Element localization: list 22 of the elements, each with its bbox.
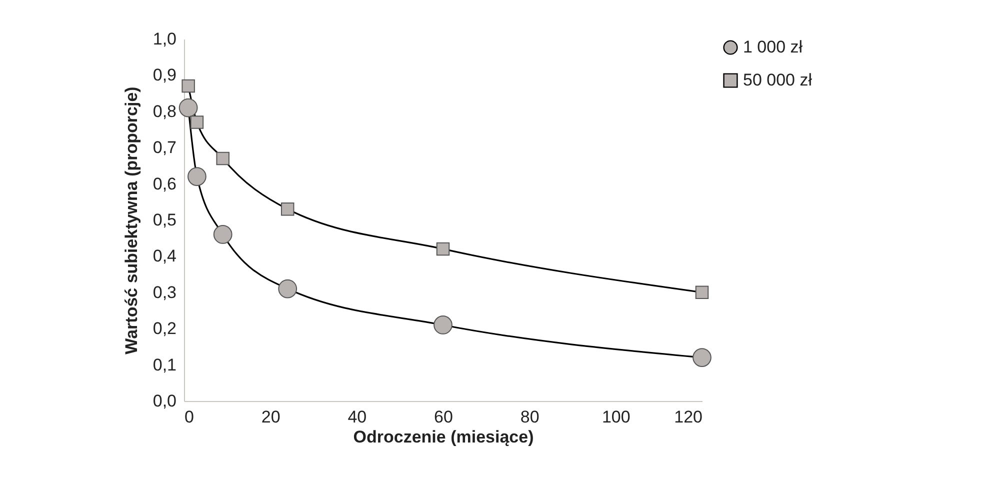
y-tick-label: 0,1 (152, 355, 176, 374)
x-tick-label: 60 (434, 408, 453, 426)
x-tick-label: 20 (261, 408, 280, 426)
y-tick-label: 0,9 (152, 66, 176, 85)
y-tick-label: 0,2 (152, 319, 176, 338)
y-tick-label: 0,6 (152, 174, 176, 194)
y-tick-label: 0,4 (152, 246, 176, 266)
y-tick-label: 1,0 (152, 30, 176, 48)
y-tick-label: 0,8 (152, 102, 176, 121)
y-axis-title: Wartość subiektywna (proporcje) (122, 86, 141, 354)
x-axis-title: Odroczenie (miesiące) (353, 428, 534, 446)
y-tick-label: 0,5 (152, 210, 176, 230)
x-tick-label: 80 (520, 408, 540, 426)
x-tick-label: 0 (184, 408, 194, 426)
y-tick-label: 0,0 (152, 392, 176, 410)
x-tick-label: 100 (602, 408, 630, 426)
legend-label: 50 000 zł (743, 70, 812, 90)
x-tick-label: 120 (674, 408, 702, 426)
legend-label: 1 000 zł (743, 38, 803, 56)
x-tick-label: 40 (348, 408, 367, 426)
y-tick-label: 0,3 (152, 282, 176, 302)
y-tick-label: 0,7 (152, 138, 176, 158)
